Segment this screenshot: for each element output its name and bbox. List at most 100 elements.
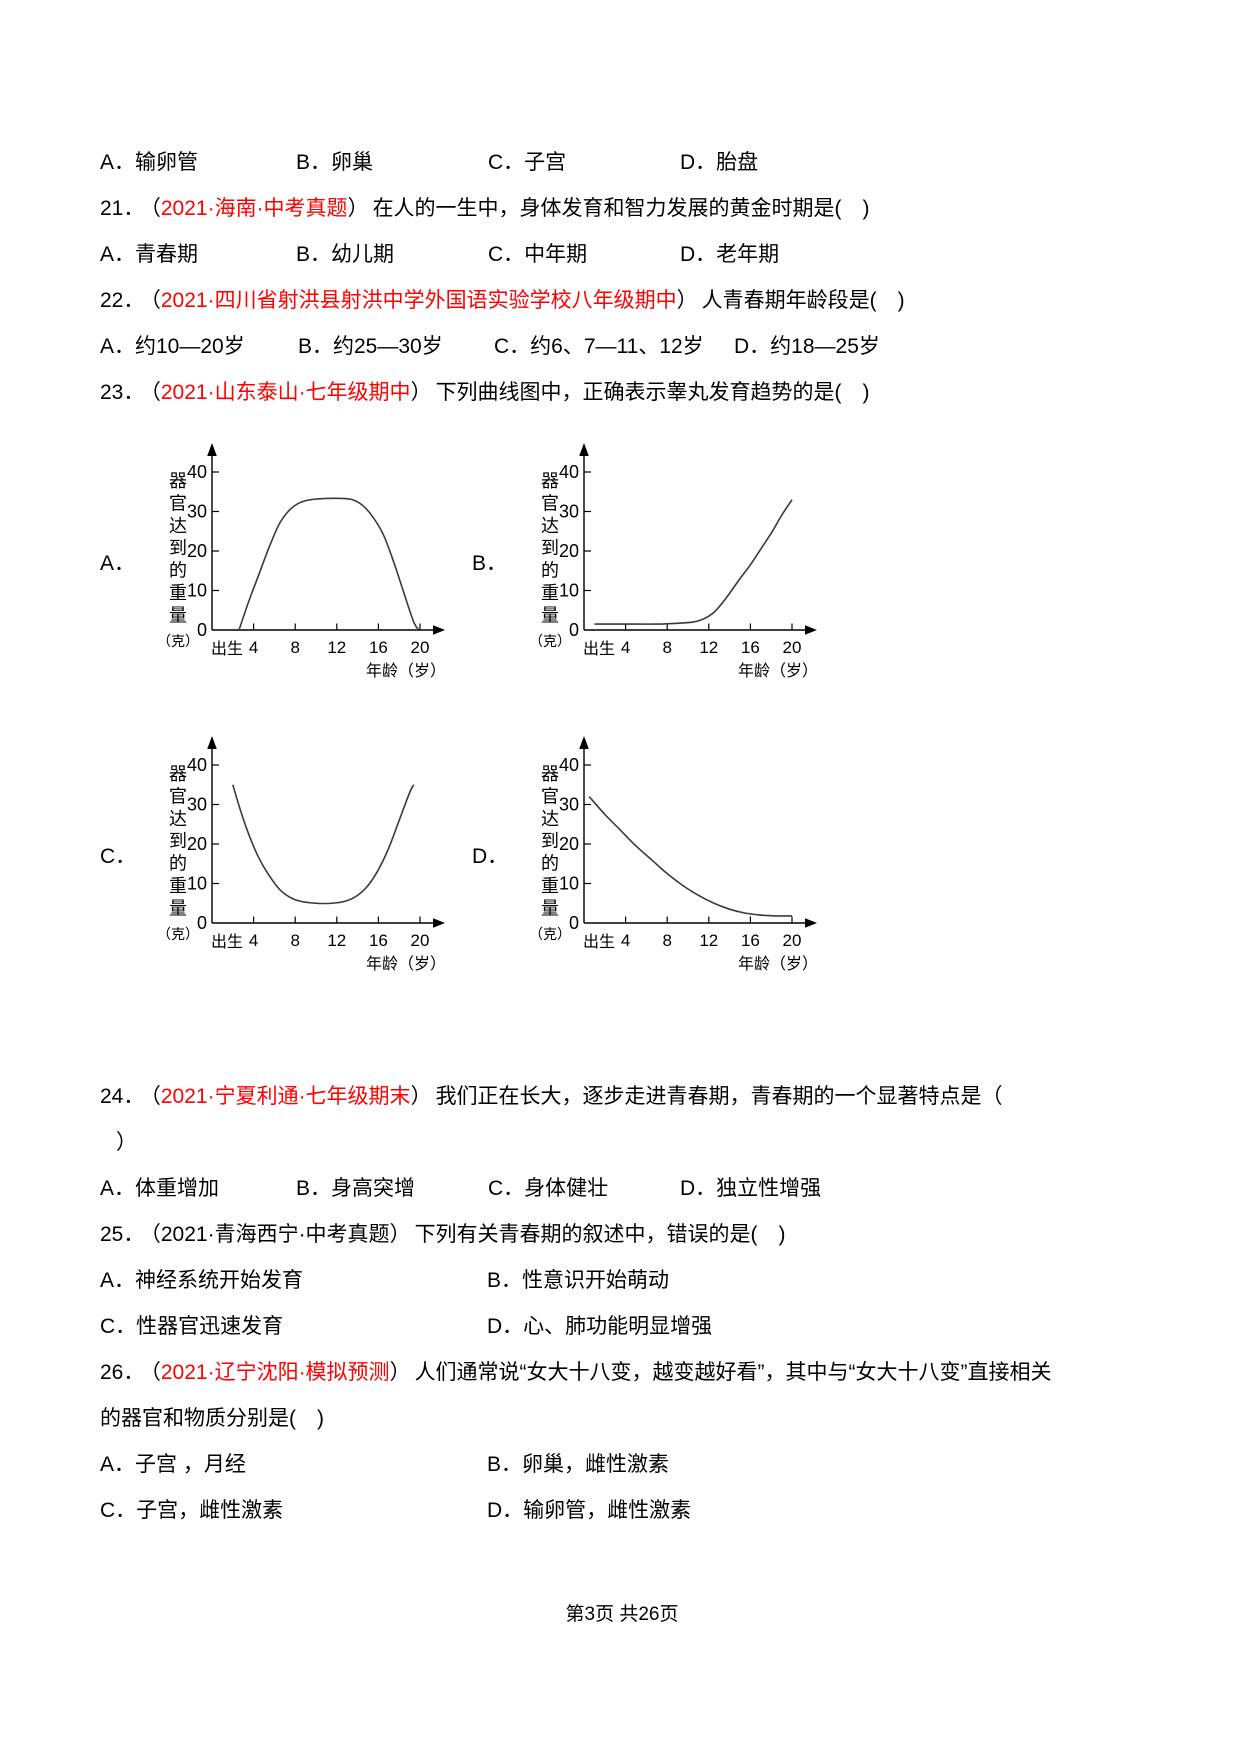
open-paren: （ [150, 1361, 161, 1384]
question-number: 24． [100, 1085, 145, 1108]
question-source: 2021·辽宁沈阳·模拟预测 [160, 1361, 390, 1384]
svg-text:10: 10 [559, 874, 579, 894]
option-d: D．输卵管，雌性激素 [487, 1499, 692, 1522]
option-d: D．老年期 [680, 243, 780, 266]
svg-text:8: 8 [662, 931, 671, 950]
question-23-charts: A． 10 20 30 40 0 4 8 12 16 20 出生 年龄（岁）器官达到的重量（克） B．… [100, 430, 1144, 986]
chart-option-c: C． 10 20 30 40 0 4 8 12 16 20 出生 年龄（岁） 器官达到的重量 （克） [100, 723, 472, 986]
close-paren: ） [676, 289, 698, 312]
svg-text:4: 4 [249, 931, 258, 950]
question-24: 24． （2021·宁夏利通·七年级期末） 我们正在长大，逐步走进青春期，青春期的一… [100, 1074, 1144, 1120]
svg-text:4: 4 [249, 638, 258, 657]
svg-text:16: 16 [369, 638, 388, 657]
open-paren: （ [150, 381, 161, 404]
option-b: B．性意识开始萌动 [487, 1269, 670, 1292]
question-stem: 我们正在长大，逐步走进青春期，青春期的一个显著特点是（ [435, 1085, 1003, 1108]
svg-text:器: 器 [541, 471, 559, 491]
option-c: C．子宫 [488, 151, 567, 174]
question-22: 22． （2021·四川省射洪县射洪中学外国语实验学校八年级期中） 人青春期年龄段是… [100, 278, 1144, 324]
open-paren: （ [150, 1223, 161, 1246]
svg-text:年龄（岁）: 年龄（岁） [366, 662, 446, 680]
svg-text:器: 器 [541, 764, 559, 784]
svg-text:10: 10 [187, 874, 207, 894]
question-source: 2021·海南·中考真题 [160, 197, 348, 220]
option-b: B．卵巢，雌性激素 [487, 1453, 670, 1476]
svg-text:0: 0 [569, 913, 579, 933]
question-source: 2021·青海西宁·中考真题 [160, 1223, 390, 1246]
svg-text:量: 量 [541, 605, 559, 625]
question-stem: 人们通常说“女大十八变，越变越好看”，其中与“女大十八变”直接相关 [414, 1361, 1052, 1384]
svg-text:20: 20 [559, 541, 579, 561]
svg-text:30: 30 [187, 795, 207, 815]
option-a: A．约10—20岁 [100, 335, 245, 358]
chart-row-2: C． 10 20 30 40 0 4 8 12 16 20 出生 年龄（岁）器官达到的重量（克） D．… [100, 723, 1144, 986]
close-paren: ） [347, 197, 369, 220]
question-26-options-row-2: C．子宫，雌性激素 D．输卵管，雌性激素 [100, 1488, 1144, 1534]
svg-text:40: 40 [187, 755, 207, 775]
svg-text:（克）: （克） [157, 633, 199, 649]
svg-text:官: 官 [541, 493, 559, 513]
svg-text:年龄（岁）: 年龄（岁） [366, 955, 446, 973]
svg-text:达: 达 [169, 809, 187, 829]
question-number: 21． [100, 197, 145, 220]
option-a: A．输卵管 [100, 151, 199, 174]
svg-text:到: 到 [169, 538, 187, 558]
question-26-options-row-1: A．子宫 ，月经 B．卵巢，雌性激素 [100, 1442, 1144, 1488]
chart-option-d: D． 10 20 30 40 0 4 8 12 16 20 出生 年龄（岁） 器官达到的重量 （克） [472, 723, 844, 986]
svg-text:（克）: （克） [157, 926, 199, 942]
organ-weight-line-chart: 10 20 30 40 0 4 8 12 16 20 出生 年龄（岁） 器官达到的重量 （克） [148, 430, 458, 693]
svg-text:量: 量 [169, 898, 187, 918]
svg-text:40: 40 [559, 755, 579, 775]
open-paren: （ [150, 289, 161, 312]
svg-text:20: 20 [783, 931, 802, 950]
option-b: B．约25—30岁 [298, 335, 443, 358]
question-26: 26． （2021·辽宁沈阳·模拟预测） 人们通常说“女大十八变，越变越好看”，其中… [100, 1350, 1144, 1396]
chart-option-letter: B． [472, 551, 508, 575]
close-paren: ） [389, 1361, 411, 1384]
svg-text:16: 16 [741, 638, 760, 657]
open-paren: （ [150, 1085, 161, 1108]
option-c: C．子宫，雌性激素 [100, 1499, 284, 1522]
open-paren: （ [150, 197, 161, 220]
svg-text:20: 20 [411, 931, 430, 950]
svg-text:20: 20 [559, 834, 579, 854]
question-25: 25． （2021·青海西宁·中考真题） 下列有关青春期的叙述中，错误的是( ) [100, 1212, 1144, 1258]
svg-text:16: 16 [369, 931, 388, 950]
question-stem: 下列曲线图中，正确表示睾丸发育趋势的是( ) [435, 381, 870, 404]
option-d: D．独立性增强 [680, 1177, 822, 1200]
svg-text:器: 器 [169, 471, 187, 491]
svg-text:的: 的 [541, 561, 559, 581]
svg-text:16: 16 [741, 931, 760, 950]
svg-text:20: 20 [783, 638, 802, 657]
option-d: D．心、肺功能明显增强 [487, 1315, 713, 1338]
question-24-stem-wrap: ） [116, 1131, 137, 1154]
question-source: 2021·山东泰山·七年级期中 [160, 381, 411, 404]
svg-text:年龄（岁）: 年龄（岁） [738, 662, 818, 680]
svg-text:重: 重 [169, 583, 187, 603]
svg-text:8: 8 [662, 638, 671, 657]
svg-text:官: 官 [169, 493, 187, 513]
option-b: B．卵巢 [296, 151, 374, 174]
question-22-options: A．约10—20岁 B．约25—30岁 C．约6、7—11、12岁 D．约18—… [100, 324, 1144, 370]
option-d: D．胎盘 [680, 151, 759, 174]
option-c: C．约6、7—11、12岁 [494, 335, 704, 358]
svg-text:20: 20 [411, 638, 430, 657]
svg-text:重: 重 [169, 876, 187, 896]
svg-text:0: 0 [197, 620, 207, 640]
option-d: D．约18—25岁 [734, 335, 880, 358]
organ-weight-line-chart: 10 20 30 40 0 4 8 12 16 20 出生 年龄（岁） 器官达到的重量 （克） [520, 723, 830, 986]
chart-option-a: A． 10 20 30 40 0 4 8 12 16 20 出生 年龄（岁） 器官达到的重量 （克） [100, 430, 472, 693]
svg-text:8: 8 [290, 931, 299, 950]
question-number: 23． [100, 381, 145, 404]
question-number: 26． [100, 1361, 145, 1384]
chart-option-letter: A． [100, 551, 136, 575]
option-a: A．体重增加 [100, 1177, 220, 1200]
svg-text:30: 30 [559, 795, 579, 815]
question-number: 25． [100, 1223, 145, 1246]
chart-row-1: A． 10 20 30 40 0 4 8 12 16 20 出生 年龄（岁）器官达到的重量（克） B．… [100, 430, 1144, 693]
page-footer: 第3页 共26页 [565, 1604, 679, 1625]
svg-text:到: 到 [541, 538, 559, 558]
question-23: 23． （2021·山东泰山·七年级期中） 下列曲线图中，正确表示睾丸发育趋势的是(… [100, 370, 1144, 416]
question-21: 21． （2021·海南·中考真题） 在人的一生中，身体发育和智力发展的黄金时期是(… [100, 186, 1144, 232]
svg-text:出生: 出生 [211, 933, 243, 951]
